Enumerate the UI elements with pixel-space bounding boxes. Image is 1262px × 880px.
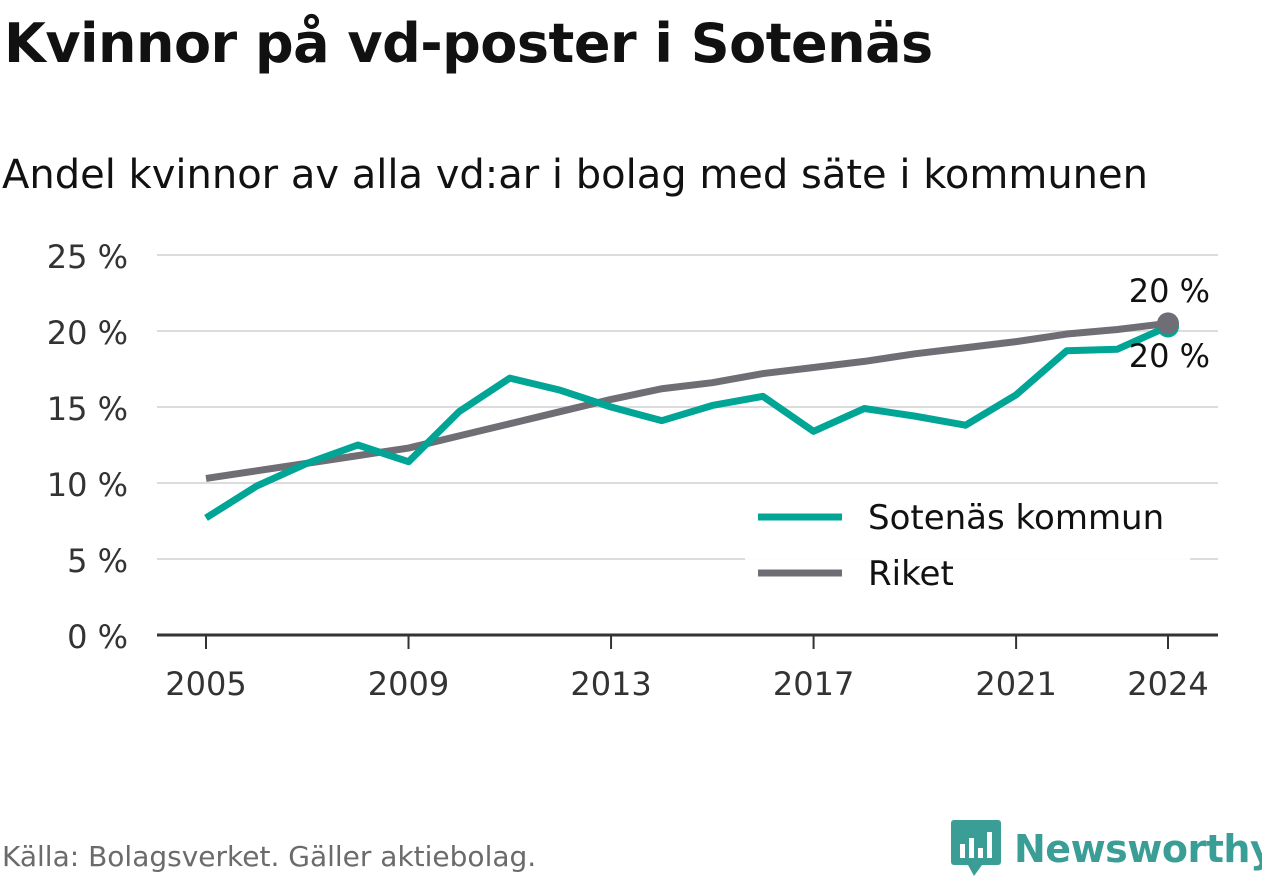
series-line-sotenas [204,323,1170,521]
end-label-sotenas: 20 % [1129,337,1210,375]
x-tick-label: 2005 [165,665,246,703]
x-tick-label: 2017 [773,665,854,703]
y-tick-label: 25 % [47,238,128,276]
y-tick-label: 20 % [47,314,128,352]
y-tick-label: 0 % [67,618,128,656]
line-chart: 0 % 5 % 10 % 15 % 20 % 25 % 2005 2009 2013 2017 20… [47,238,1218,703]
series-line-riket [205,319,1169,482]
end-label-riket: 20 % [1129,272,1210,310]
newsworthy-icon [951,820,1001,876]
y-tick-label: 15 % [47,390,128,428]
x-tick-label: 2009 [368,665,449,703]
x-tick-label: 2021 [975,665,1056,703]
chart-title: Kvinnor på vd-poster i Sotenäs [4,12,933,75]
end-point-riket [1157,312,1179,335]
legend-item-riket-label: Riket [868,554,954,594]
y-tick-label: 10 % [47,466,128,504]
legend-background [745,484,1190,596]
x-tick-label: 2024 [1127,665,1208,703]
source-note: Källa: Bolagsverket. Gäller aktiebolag. [2,840,537,873]
chart-subtitle: Andel kvinnor av alla vd:ar i bolag med … [2,152,1148,198]
newsworthy-logo: Newsworthy [950,818,1262,880]
brand-name: Newsworthy [1014,827,1262,871]
x-tick-label: 2013 [570,665,651,703]
y-tick-label: 5 % [67,542,128,580]
legend-item-sotenas-label: Sotenäs kommun [868,498,1164,538]
